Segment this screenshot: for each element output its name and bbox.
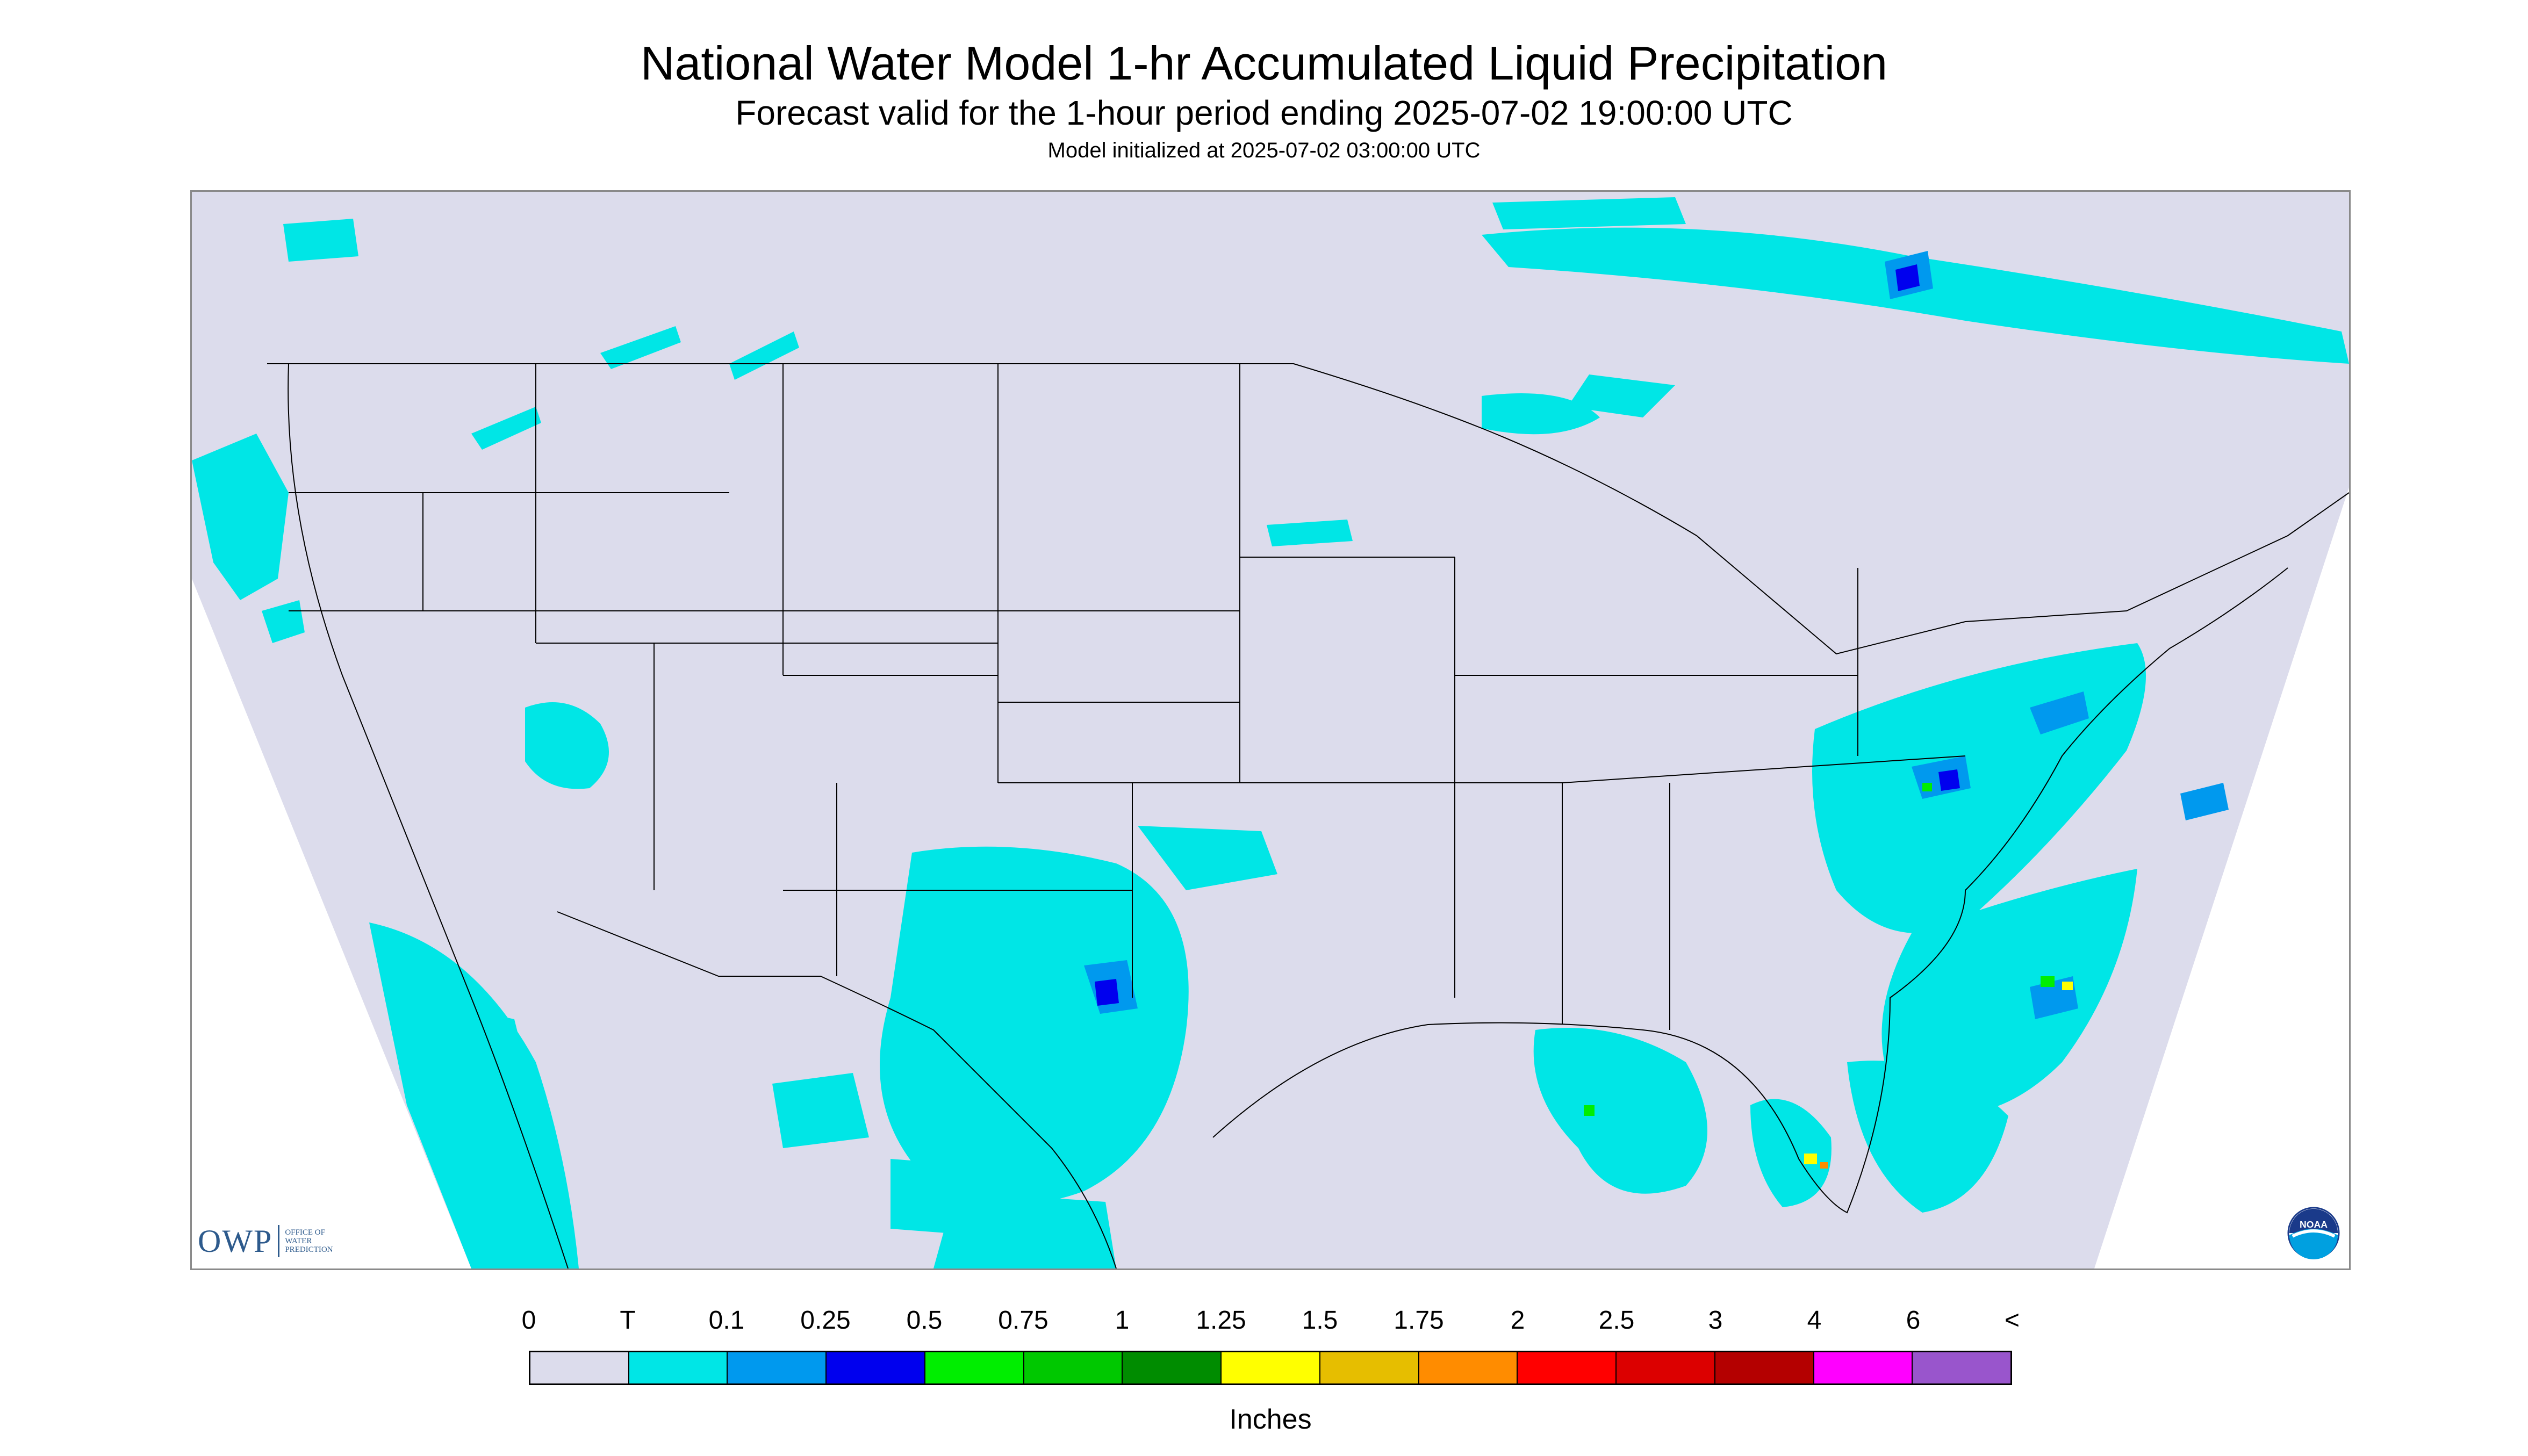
legend-units: Inches: [1229, 1404, 1312, 1435]
legend-tick-label: 1: [1115, 1306, 1130, 1335]
model-domain: [192, 192, 2349, 1268]
map-canvas: [192, 192, 2349, 1268]
legend-tick-label: 0.5: [906, 1306, 943, 1335]
legend-tick-label: 1.5: [1302, 1306, 1338, 1335]
precip-light-cells: [1084, 251, 2229, 1019]
precip-trace-areas: [192, 197, 2349, 1268]
map-subtitle: Forecast valid for the 1-hour period end…: [735, 93, 1793, 132]
legend-labels: 0 T 0.1 0.25 0.5 0.75 1 1.25 1.5 1.75 2 2.5 3 4 6 <: [522, 1306, 2020, 1338]
legend-swatch: [1913, 1352, 2011, 1383]
legend-swatch: [1814, 1352, 1913, 1383]
legend-swatch: [827, 1352, 925, 1383]
legend-swatch: [1518, 1352, 1617, 1383]
noaa-logo: NOAA: [2287, 1207, 2340, 1259]
owp-logo: OWP OFFICE OF WATER PREDICTION: [198, 1220, 333, 1263]
legend-swatch: [728, 1352, 827, 1383]
political-boundaries: [267, 363, 2349, 1268]
owp-sub-line3: PREDICTION: [285, 1245, 333, 1254]
legend-tick-label: 0: [521, 1306, 536, 1335]
legend-swatch: [1715, 1352, 1814, 1383]
color-legend: 0 T 0.1 0.25 0.5 0.75 1 1.25 1.5 1.75 2 2.5 3 4 6 < Inc…: [522, 1306, 2020, 1456]
map-title: National Water Model 1-hr Accumulated Li…: [640, 37, 1888, 90]
legend-tick-label: 3: [1708, 1306, 1723, 1335]
owp-logo-subtext: OFFICE OF WATER PREDICTION: [285, 1228, 333, 1254]
legend-tick-label: 0.1: [708, 1306, 745, 1335]
noaa-logo-text: NOAA: [2300, 1219, 2328, 1230]
legend-tick-label: 2: [1510, 1306, 1525, 1335]
legend-swatch: [1024, 1352, 1123, 1383]
legend-tick-label: 1.25: [1196, 1306, 1246, 1335]
legend-tick-label: 4: [1807, 1306, 1822, 1335]
legend-tick-label: 1.75: [1394, 1306, 1444, 1335]
legend-swatch: [925, 1352, 1024, 1383]
model-init-time: Model initialized at 2025-07-02 03:00:00…: [1047, 139, 1481, 162]
legend-swatch: [1617, 1352, 1715, 1383]
legend-swatch: [1320, 1352, 1419, 1383]
legend-swatch: [1419, 1352, 1518, 1383]
owp-sub-line2: WATER: [285, 1237, 312, 1245]
precipitation-map: [190, 190, 2351, 1270]
precip-heavy-cells: [1584, 783, 2073, 1169]
owp-logo-text: OWP: [198, 1223, 273, 1259]
precip-moderate-cells: [1095, 264, 1960, 1006]
legend-color-bar: [529, 1351, 2012, 1385]
owp-sub-line1: OFFICE OF: [285, 1228, 325, 1237]
legend-tick-label: 0.75: [998, 1306, 1048, 1335]
owp-logo-divider: [278, 1225, 280, 1257]
legend-swatch: [530, 1352, 629, 1383]
legend-swatch: [629, 1352, 728, 1383]
legend-tick-label: <: [2004, 1306, 2020, 1335]
legend-swatch: [1222, 1352, 1320, 1383]
legend-tick-label: 6: [1906, 1306, 1921, 1335]
legend-tick-label: T: [620, 1306, 636, 1335]
legend-swatch: [1123, 1352, 1222, 1383]
legend-tick-label: 0.25: [800, 1306, 851, 1335]
legend-tick-label: 2.5: [1598, 1306, 1635, 1335]
